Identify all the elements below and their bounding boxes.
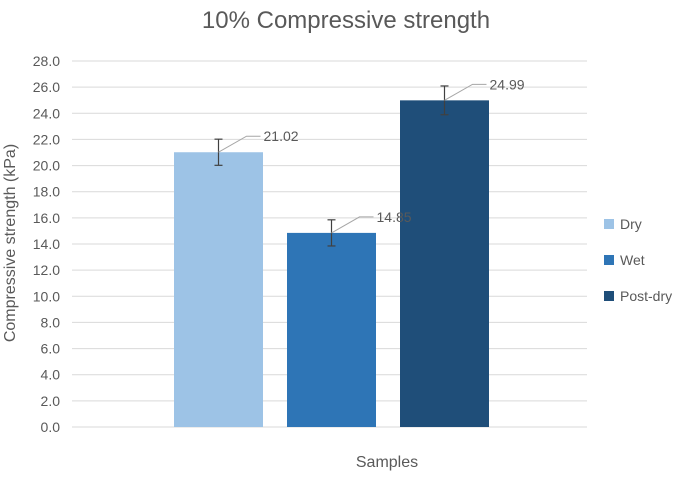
data-label-leader (444, 83, 487, 101)
data-label: 14.85 (377, 209, 412, 225)
y-tick-label: 0.0 (41, 419, 61, 435)
y-tick-label: 4.0 (41, 367, 61, 383)
data-label: 24.99 (490, 76, 525, 92)
y-tick-label: 18.0 (33, 184, 60, 200)
legend-label: Post-dry (620, 288, 672, 304)
y-tick-label: 10.0 (33, 288, 60, 304)
x-axis-label: Samples (356, 454, 418, 471)
y-tick-label: 26.0 (33, 79, 60, 95)
data-labels: 21.02 14.85 24.99 (218, 76, 525, 234)
y-tick-label: 20.0 (33, 158, 60, 174)
y-tick-label: 2.0 (41, 393, 61, 409)
legend: Dry Wet Post-dry (604, 216, 672, 304)
y-tick-label: 22.0 (33, 131, 60, 147)
bar-dry (174, 152, 263, 427)
y-axis-tick-labels: 0.0 2.0 4.0 6.0 8.0 10.0 12.0 14.0 16.0 18.0 20.0 2… (33, 53, 60, 435)
y-tick-label: 28.0 (33, 53, 60, 69)
legend-swatch (604, 291, 614, 301)
y-tick-label: 12.0 (33, 262, 60, 278)
y-tick-label: 16.0 (33, 210, 60, 226)
y-tick-label: 6.0 (41, 341, 61, 357)
y-tick-label: 24.0 (33, 105, 60, 121)
y-tick-label: 8.0 (41, 314, 61, 330)
y-tick-label: 14.0 (33, 236, 60, 252)
legend-swatch (604, 255, 614, 265)
data-label-leader (331, 216, 374, 234)
chart-title: 10% Compressive strength (202, 7, 490, 34)
bar-wet (287, 232, 376, 427)
bars (174, 100, 489, 427)
data-label-leader (218, 135, 261, 153)
data-label: 21.02 (264, 128, 299, 144)
legend-label: Dry (620, 216, 642, 232)
y-axis-label: Compressive strength (kPa) (2, 144, 19, 342)
legend-swatch (604, 219, 614, 229)
bar-post-dry (400, 100, 489, 427)
legend-label: Wet (620, 252, 645, 268)
